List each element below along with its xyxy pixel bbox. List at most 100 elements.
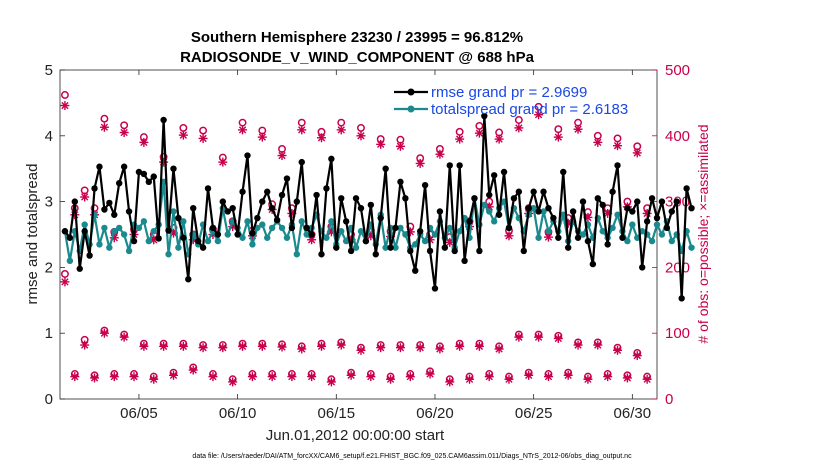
rmse-point [111,211,118,218]
rmse-point [367,201,375,209]
rmse-point [560,168,567,176]
obs-assimilated-marker [386,374,396,384]
rmse-point [96,163,103,170]
rmse-point [599,201,606,209]
obs-assimilated-marker [287,372,297,382]
totalspread-point [382,244,389,251]
totalspread-point [579,231,587,238]
obs-assimilated-marker [632,351,642,361]
right-y-tick-label: 200 [665,259,690,276]
rmse-point [535,208,542,215]
obs-assimilated-marker [494,134,504,144]
obs-assimilated-marker [504,374,514,384]
rmse-point [328,155,335,163]
rmse-point [347,247,355,255]
obs-assimilated-stroke [347,371,355,379]
obs-assimilated-stroke [219,343,227,352]
rmse-point [209,224,217,232]
rmse-point [145,178,153,186]
obs-assimilated-stroke [288,372,296,381]
rmse-point [160,116,167,124]
rmse-point [175,214,182,222]
obs-possible-marker [199,126,208,135]
obs-assimilated-marker [159,157,169,167]
totalspread-point [446,224,453,232]
obs-assimilated-stroke [298,126,306,134]
rmse-point [234,231,241,238]
obs-assimilated-marker [119,332,129,342]
rmse-point [397,178,404,186]
totalspread-point [165,251,172,258]
totalspread-point [421,237,429,245]
obs-assimilated-marker [99,122,109,132]
rmse-point [500,168,508,176]
obs-assimilated-marker [395,141,405,151]
obs-assimilated-marker [109,372,119,382]
totalspread-point [298,218,305,225]
obs-assimilated-marker [257,341,267,351]
obs-assimilated-stroke [505,375,513,383]
obs-assimilated-stroke [327,378,336,386]
x-tick-label: 06/15 [318,405,356,422]
obs-assimilated-stroke [544,233,553,241]
obs-assimilated-marker [613,345,623,355]
rmse-point [638,264,646,271]
totalspread-point [101,224,108,232]
obs-assimilated-marker [356,345,366,355]
rmse-point [490,172,498,179]
obs-assimilated-marker [60,101,70,111]
rmse-point [688,204,695,212]
rmse-point [678,295,685,302]
rmse-point [268,204,276,212]
obs-assimilated-marker [504,231,514,241]
obs-assimilated-marker [563,370,573,380]
obs-assimilated-marker [613,141,623,151]
obs-assimilated-marker [514,332,524,342]
obs-assimilated-stroke [209,372,217,381]
obs-assimilated-marker [316,341,326,351]
obs-assimilated-marker [465,374,475,384]
rmse-point [407,247,414,255]
obs-assimilated-marker [336,340,346,350]
obs-assimilated-stroke [90,374,99,382]
rmse-point [486,191,493,199]
rmse-point [466,218,473,225]
rmse-point [155,235,162,242]
obs-assimilated-stroke [199,343,207,352]
x-axis: 06/05 06/10 06/15 06/20 06/25 06/30 [120,70,651,422]
rmse-point [421,181,429,189]
rmse-point [481,112,488,120]
obs-assimilated-stroke [110,372,118,381]
obs-assimilated-stroke [455,135,464,143]
totalspread-point [278,224,286,232]
totalspread-point [402,231,409,238]
totalspread-point [264,234,271,241]
obs-assimilated-stroke [613,346,622,354]
obs-assimilated-stroke [130,372,138,381]
rmse-point [663,224,671,232]
obs-assimilated-stroke [633,351,641,360]
obs-assimilated-marker [90,373,100,383]
rmse-point [323,185,330,192]
rmse-point [362,237,370,245]
rmse-point [604,241,611,248]
rmse-point [333,244,340,251]
obs-assimilated-marker [484,372,494,382]
rmse-point [101,206,108,213]
rmse-point [634,198,641,205]
rmse-point [264,188,271,195]
totalspread-point [140,218,148,225]
totalspread-point [431,231,439,238]
left-y-tick-label: 2 [45,259,53,276]
totalspread-point [412,241,419,248]
rmse-point [416,228,424,235]
obs-assimilated-stroke [140,342,148,351]
obs-assimilated-marker [238,341,248,351]
rmse-point [476,247,483,255]
obs-assimilated-marker [455,341,465,351]
right-y-tick-label: 100 [665,325,690,342]
obs-assimilated-stroke [495,345,503,353]
obs-assimilated-stroke [643,375,651,383]
